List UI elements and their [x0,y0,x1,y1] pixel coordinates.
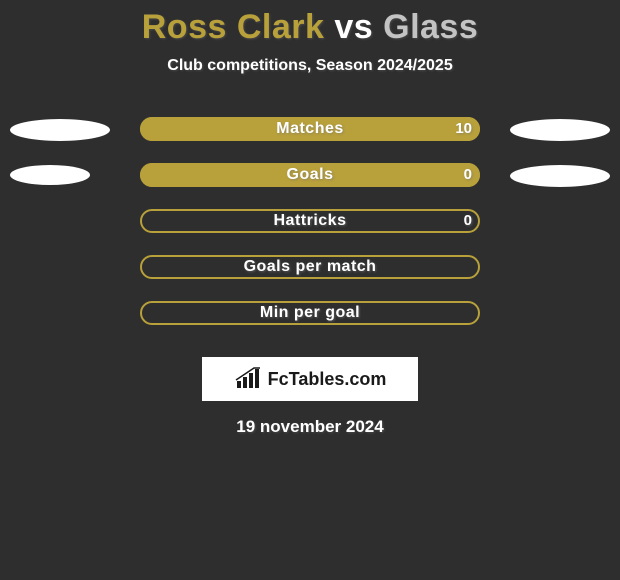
stat-label: Min per goal [140,301,480,325]
stat-value-right: 0 [464,163,472,187]
subtitle: Club competitions, Season 2024/2025 [0,57,620,75]
comparison-infographic: Ross Clark vs Glass Club competitions, S… [0,0,620,580]
bar-chart-icon [234,367,262,391]
player2-marker [510,165,610,187]
title-player1: Ross Clark [142,8,325,46]
date-label: 19 november 2024 [0,417,620,437]
stat-label: Matches [140,117,480,141]
stat-value-right: 0 [464,209,472,233]
stat-row: Goals0 [0,163,620,209]
fctables-logo: FcTables.com [202,357,418,401]
stat-label: Hattricks [140,209,480,233]
page-title: Ross Clark vs Glass [0,0,620,47]
stat-label: Goals [140,163,480,187]
player2-marker [510,119,610,141]
player1-marker [10,119,110,141]
logo-text: FcTables.com [268,369,387,390]
stat-row: Min per goal [0,301,620,347]
stat-label: Goals per match [140,255,480,279]
stat-row: Matches10 [0,117,620,163]
title-vs: vs [334,8,373,46]
stat-row: Goals per match [0,255,620,301]
stat-value-right: 10 [455,117,472,141]
stat-rows: Matches10Goals0Hattricks0Goals per match… [0,117,620,347]
stat-row: Hattricks0 [0,209,620,255]
player1-marker [10,165,90,185]
title-player2: Glass [383,8,478,46]
